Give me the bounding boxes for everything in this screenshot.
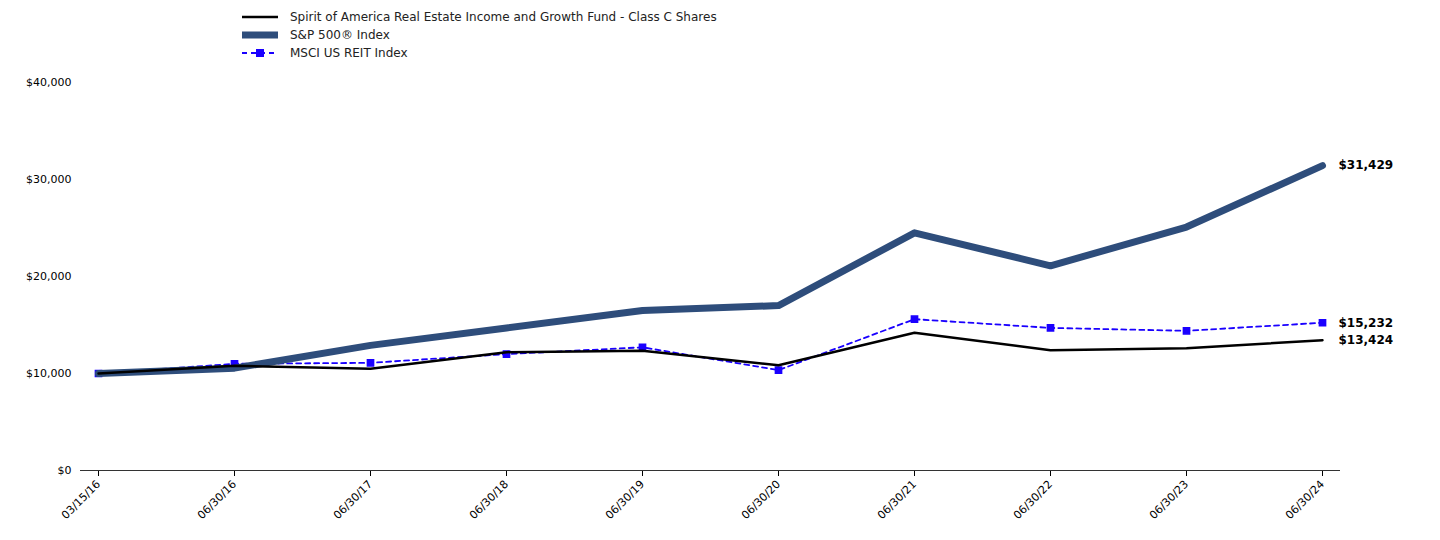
html-text:S&P 500® Index: S&P 500® Index (290, 28, 390, 42)
svg-text:06/30/19: 06/30/19 (603, 478, 647, 522)
svg-text:06/30/23: 06/30/23 (1147, 478, 1191, 522)
html-text:MSCI US REIT Index: MSCI US REIT Index (290, 46, 408, 60)
svg-text:$30,000: $30,000 (26, 173, 72, 186)
svg-text:06/30/24: 06/30/24 (1283, 478, 1327, 522)
svg-text:06/30/20: 06/30/20 (739, 478, 783, 522)
svg-text:06/30/21: 06/30/21 (875, 478, 919, 522)
svg-text:06/30/17: 06/30/17 (331, 478, 375, 522)
svg-text:$13,424: $13,424 (1339, 333, 1394, 347)
svg-text:$10,000: $10,000 (26, 367, 72, 380)
svg-text:06/30/22: 06/30/22 (1011, 478, 1055, 522)
svg-text:06/30/16: 06/30/16 (195, 478, 239, 522)
html-text:Spirit of America Real Estate: Spirit of America Real Estate Income and… (290, 10, 717, 24)
svg-text:$40,000: $40,000 (26, 76, 72, 89)
svg-text:03/15/16: 03/15/16 (59, 478, 103, 522)
svg-text:$31,429: $31,429 (1339, 158, 1394, 172)
svg-text:$15,232: $15,232 (1339, 316, 1394, 330)
svg-text:$0: $0 (58, 464, 72, 477)
svg-text:06/30/18: 06/30/18 (467, 478, 511, 522)
svg-text:$20,000: $20,000 (26, 270, 72, 283)
